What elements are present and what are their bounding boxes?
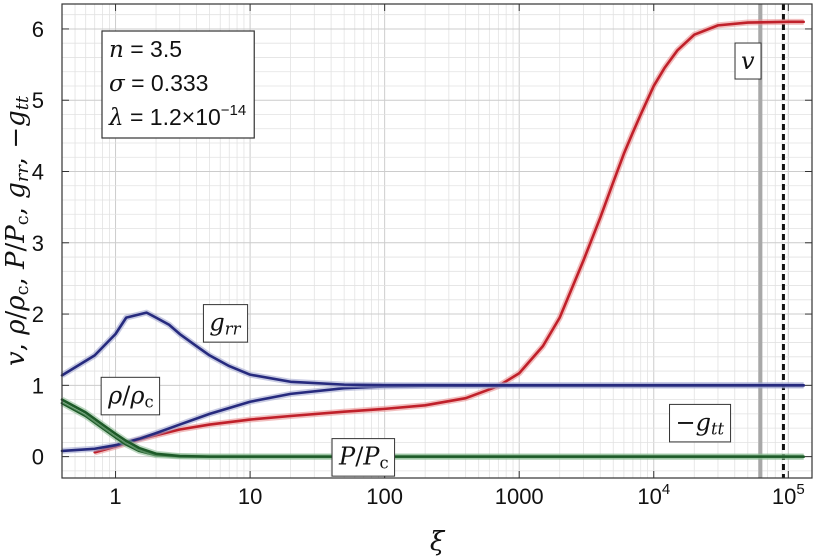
series-glow-2 (60, 309, 804, 389)
label-box (669, 403, 732, 443)
series-line-0 (93, 20, 805, 454)
plot-frame (61, 3, 813, 479)
x-tick-label: 105 (772, 481, 805, 509)
x-axis-title: ξ (430, 527, 446, 557)
label-grr: grr (202, 304, 249, 343)
param-n: n = 3.5 (109, 36, 182, 63)
label-text-p: P/Pc (338, 443, 389, 473)
label-v: v (734, 42, 762, 80)
label-text-rho: ρ/ρc (107, 381, 153, 411)
label-p: P/Pc (331, 438, 396, 477)
parameter-box-frame (101, 30, 255, 139)
param-lambda: λ = 1.2×10−14 (108, 102, 246, 131)
y-tick-label: 5 (32, 88, 44, 113)
x-tick-labels: 1 10 100 1000 104 105 (109, 481, 804, 509)
x-tick-label: 1000 (495, 484, 544, 509)
x-tick-label: 1 (109, 484, 121, 509)
y-tick-label: 1 (32, 373, 44, 398)
y-tick-label: 3 (32, 231, 44, 256)
curve-labels: v grr ρ/ρc −gtt P/Pc (100, 42, 762, 477)
label-text-negtt: −gtt (676, 408, 725, 438)
x-tick-label: 10 (238, 484, 262, 509)
parameter-box: n = 3.5 σ = 0.333 λ = 1.2×10−14 (101, 30, 255, 139)
y-tick-labels: 0 1 2 3 4 5 6 (32, 17, 44, 470)
label-box (331, 438, 396, 477)
label-text-grr: grr (209, 309, 241, 339)
series-lines (60, 18, 805, 460)
y-tick-label: 2 (32, 302, 44, 327)
series-line-4 (60, 398, 805, 458)
axis-ticks (62, 4, 812, 478)
vertical-reference-lines (758, 4, 785, 478)
label-rho: ρ/ρc (100, 376, 161, 416)
label-negtt: −gtt (669, 403, 732, 443)
y-tick-label: 4 (32, 160, 44, 185)
label-box (100, 376, 161, 416)
label-box (202, 304, 249, 343)
label-text-v: v (741, 47, 755, 75)
y-tick-label: 0 (32, 445, 44, 470)
series-line-2 (60, 311, 805, 387)
x-tick-label: 104 (637, 481, 670, 509)
x-tick-label: 100 (366, 484, 403, 509)
param-sigma: σ = 0.333 (109, 70, 208, 97)
label-box (734, 42, 762, 80)
y-tick-label: 6 (32, 17, 44, 42)
y-axis-title: v, ρ/ρc, P/Pc, grr, −gtt (1, 95, 33, 366)
